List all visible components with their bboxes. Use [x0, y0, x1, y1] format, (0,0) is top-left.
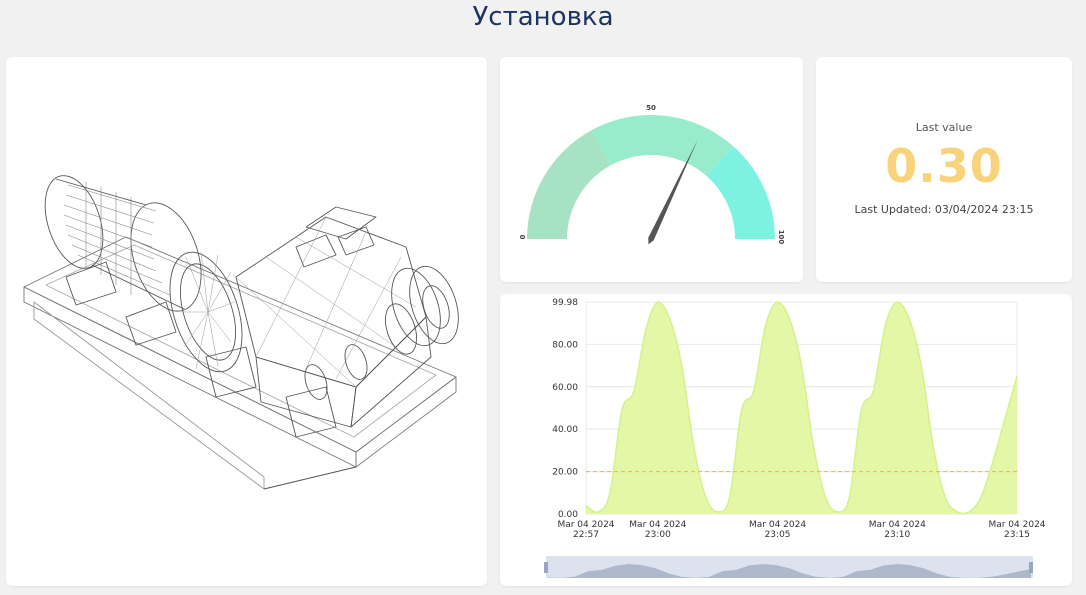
y-tick-label: 80.00: [552, 340, 578, 350]
gauge: 0 50 100: [519, 104, 785, 245]
x-tick-time: 23:05: [765, 530, 791, 540]
y-tick-label: 60.00: [552, 383, 578, 393]
x-tick-date: Mar 04 2024: [557, 520, 614, 530]
y-tick-label: 0.00: [558, 510, 578, 520]
x-tick-date: Mar 04 2024: [749, 520, 806, 530]
last-value-number: 0.30: [885, 139, 1003, 193]
x-tick-time: 23:15: [1004, 530, 1030, 540]
y-tick-label: 40.00: [552, 425, 578, 435]
gauge-card: 0 50 100: [500, 57, 803, 282]
gauge-band-low: [527, 130, 611, 239]
x-tick-time: 23:10: [884, 530, 910, 540]
gauge-band-mid: [591, 115, 734, 176]
zoom-handle-left[interactable]: [544, 562, 548, 573]
y-tick-label: 99.98: [552, 298, 578, 308]
y-tick-label: 20.00: [552, 468, 578, 478]
last-value-card: Last value 0.30 Last Updated: 03/04/2024…: [816, 57, 1072, 282]
series-area: [586, 301, 1017, 514]
equipment-image-card: [6, 57, 487, 586]
time-series-chart-card: 99.98 80.00 60.00 40.00 20.00 0.00 Mar 04 202…: [500, 294, 1072, 586]
gauge-max-label: 100: [777, 230, 785, 245]
last-value-label: Last value: [915, 121, 973, 134]
gauge-needle: [648, 139, 698, 245]
equipment-drawing: [23, 175, 459, 490]
gauge-mid-label: 50: [646, 104, 656, 112]
page-title: Установка: [472, 2, 614, 32]
x-tick-time: 22:57: [573, 530, 599, 540]
series-line: [585, 301, 1018, 515]
x-tick-date: Mar 04 2024: [629, 520, 686, 530]
gauge-min-label: 0: [519, 234, 527, 239]
time-series-chart: 99.98 80.00 60.00 40.00 20.00 0.00 Mar 04 202…: [544, 298, 1046, 578]
x-tick-date: Mar 04 2024: [869, 520, 926, 530]
zoom-slider-preview: [548, 563, 1031, 578]
x-tick-date: Mar 04 2024: [988, 520, 1045, 530]
gauge-band-high: [706, 145, 775, 239]
x-tick-time: 23:00: [645, 530, 671, 540]
zoom-handle-right[interactable]: [1029, 562, 1033, 573]
last-updated-text: Last Updated: 03/04/2024 23:15: [854, 203, 1034, 216]
